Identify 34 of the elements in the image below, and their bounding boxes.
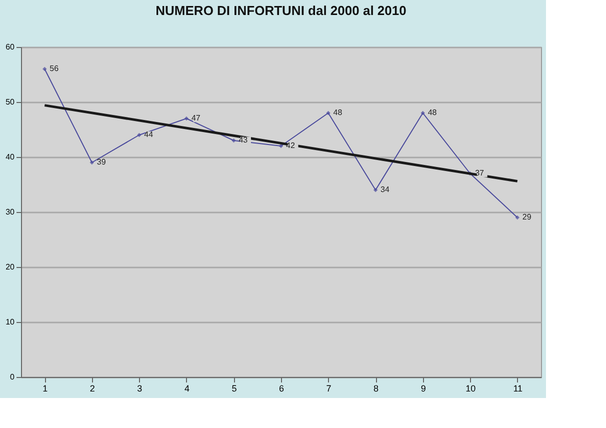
y-tick-label: 10 [6, 318, 16, 326]
data-label: 43 [238, 136, 248, 144]
data-label: 48 [428, 108, 438, 117]
chart-title: NUMERO DI INFORTUNI dal 2000 al 2010 [156, 3, 406, 18]
x-tick-label: 6 [278, 384, 284, 394]
point [184, 116, 189, 121]
data-label: 48 [333, 108, 343, 117]
data-label: 34 [380, 185, 390, 194]
point [90, 160, 94, 165]
x-tick-label: 3 [137, 384, 142, 394]
data-label: 42 [286, 141, 296, 150]
data-label: 56 [50, 64, 60, 73]
x-tick-label: 4 [184, 384, 190, 394]
x-tick-label: 2 [90, 384, 95, 394]
x-tick-label: 7 [326, 384, 332, 394]
y-tick-label: 40 [6, 152, 16, 162]
x-tick-label: 8 [374, 384, 379, 394]
x-tick-label: 9 [420, 384, 426, 394]
x-tick-label: 11 [513, 384, 523, 394]
data-label: 44 [144, 130, 154, 139]
x-tick-label: 5 [232, 384, 237, 394]
data-label: 29 [522, 212, 532, 222]
y-tick-label: 30 [6, 208, 16, 216]
data-label: 39 [96, 158, 106, 166]
x-tick-label: 10 [466, 384, 476, 394]
y-tick-label: 60 [6, 42, 16, 52]
point [278, 144, 284, 148]
data-label: 47 [191, 114, 201, 122]
y-tick-label: 50 [6, 98, 16, 106]
y-tick-label: 0 [10, 372, 16, 382]
y-tick-label: 20 [6, 262, 16, 272]
point [373, 188, 378, 192]
data-label: 37 [475, 168, 485, 178]
x-tick-label: 1 [42, 384, 48, 394]
